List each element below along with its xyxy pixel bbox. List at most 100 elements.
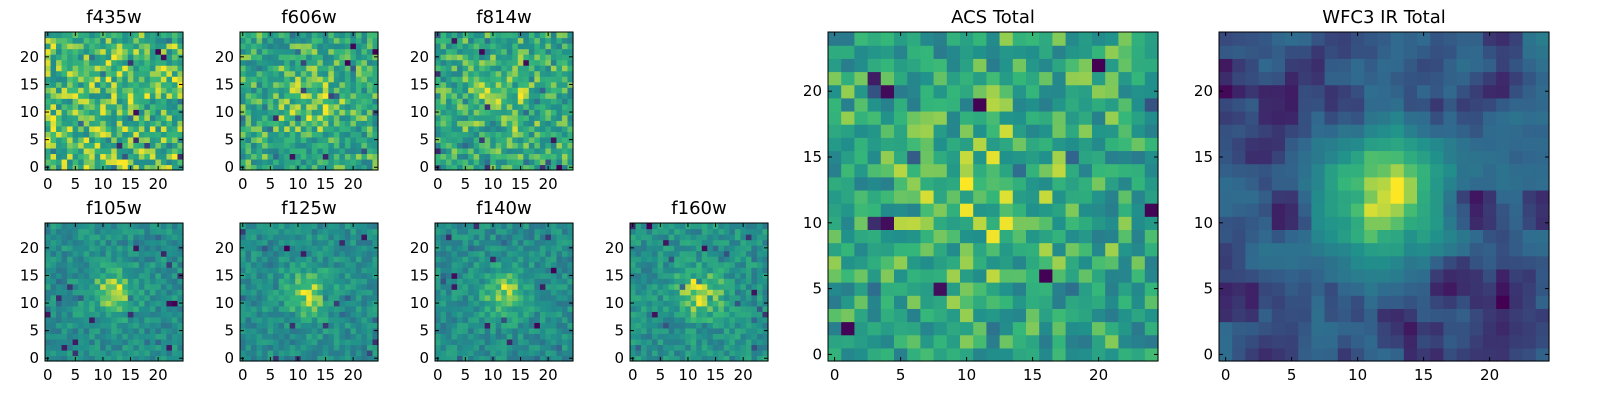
heatmap-cell <box>155 98 162 105</box>
heatmap-cell <box>67 153 74 160</box>
heatmap-cell <box>523 228 530 235</box>
heatmap-cell <box>545 300 552 307</box>
heatmap-cell <box>446 239 453 246</box>
heatmap-cell <box>295 245 302 252</box>
heatmap-cell <box>512 142 519 149</box>
heatmap-cell <box>740 305 747 312</box>
heatmap-cell <box>556 344 563 351</box>
heatmap-cell <box>328 76 335 83</box>
heatmap-cell <box>545 311 552 318</box>
heatmap-cell <box>328 311 335 318</box>
heatmap-cell <box>440 355 447 362</box>
heatmap-cell <box>350 103 357 110</box>
heatmap-cell <box>451 256 458 263</box>
heatmap-cell <box>306 59 313 66</box>
heatmap-cell <box>740 322 747 329</box>
heatmap-cell <box>723 355 730 362</box>
heatmap-cell <box>907 308 921 323</box>
heatmap-cell <box>127 327 134 334</box>
heatmap-cell <box>933 216 948 230</box>
heatmap-cell <box>567 344 574 351</box>
heatmap-cell <box>539 114 546 121</box>
heatmap-cell <box>506 65 513 72</box>
heatmap-cell <box>473 120 480 127</box>
heatmap-cell <box>361 338 368 346</box>
heatmap-cell <box>867 176 882 191</box>
heatmap-cell <box>267 59 274 66</box>
heatmap-cell <box>45 120 52 127</box>
heatmap-cell <box>138 239 145 246</box>
heatmap-cell <box>256 278 263 285</box>
heatmap-cell <box>339 305 346 312</box>
heatmap-cell <box>127 114 134 121</box>
heatmap-cell <box>56 278 63 285</box>
heatmap-cell <box>267 272 274 279</box>
heatmap-cell <box>907 268 921 283</box>
heatmap-cell <box>256 98 263 105</box>
heatmap-cell <box>94 234 101 241</box>
heatmap-cell <box>550 289 558 296</box>
heatmap-cell <box>561 327 569 334</box>
heatmap-cell <box>138 250 145 257</box>
heatmap-cell <box>149 131 156 138</box>
heatmap-cell <box>986 163 1001 178</box>
heatmap-cell <box>657 250 664 257</box>
heatmap-cell <box>999 321 1014 336</box>
heatmap-cell <box>278 48 285 55</box>
heatmap-cell <box>133 48 140 55</box>
heatmap-cell <box>740 272 747 279</box>
heatmap-cell <box>701 278 708 285</box>
heatmap-cell <box>111 48 118 55</box>
heatmap-cell <box>740 283 747 290</box>
heatmap-cell <box>339 234 346 241</box>
heatmap-cell <box>484 316 491 323</box>
heatmap-cell <box>712 239 719 246</box>
heatmap-cell <box>690 305 697 312</box>
heatmap-cells <box>45 32 184 171</box>
heatmap-cell <box>306 316 313 323</box>
heatmap-cell <box>668 305 675 312</box>
heatmap-cell <box>451 250 458 257</box>
x-tick-label: 0 <box>238 175 248 193</box>
heatmap-cell <box>707 338 714 346</box>
heatmap-cell <box>517 114 524 121</box>
heatmap-cell <box>177 333 184 340</box>
heatmap-cell <box>317 43 324 50</box>
heatmap-cell <box>707 311 714 318</box>
heatmap-cell <box>155 92 162 99</box>
heatmap-cell <box>641 300 648 307</box>
heatmap-cell <box>240 289 247 296</box>
heatmap-cell <box>311 87 318 94</box>
heatmap-cell <box>116 327 123 334</box>
heatmap-cell <box>517 65 524 72</box>
heatmap-cell <box>457 355 464 362</box>
heatmap-cell <box>355 228 363 235</box>
heatmap-cell <box>561 344 569 351</box>
heatmap-cell <box>501 65 508 72</box>
heatmap-cell <box>111 333 118 340</box>
heatmap-cell <box>262 311 269 318</box>
heatmap-cell <box>306 234 313 241</box>
heatmap-cell <box>317 311 324 318</box>
heatmap-cell <box>668 256 675 263</box>
heatmap-cell <box>322 250 329 257</box>
heatmap-cell <box>245 316 252 323</box>
heatmap-cell <box>166 92 173 99</box>
heatmap-cell <box>339 32 346 39</box>
heatmap-cell <box>641 283 648 290</box>
heatmap-cell <box>251 109 258 116</box>
heatmap-cell <box>473 322 480 329</box>
heatmap-cell <box>111 245 118 252</box>
heatmap-cell <box>762 311 769 318</box>
heatmap-cell <box>506 250 513 257</box>
heatmap-cell <box>171 81 179 88</box>
heatmap-cell <box>251 355 258 362</box>
heatmap-cell <box>344 87 351 94</box>
heatmap-cell <box>501 103 508 110</box>
heatmap-cell <box>451 153 458 160</box>
heatmap-cell <box>841 268 855 283</box>
heatmap-cell <box>50 43 57 50</box>
heatmap-cell <box>61 349 68 357</box>
heatmap-cell <box>344 349 351 357</box>
